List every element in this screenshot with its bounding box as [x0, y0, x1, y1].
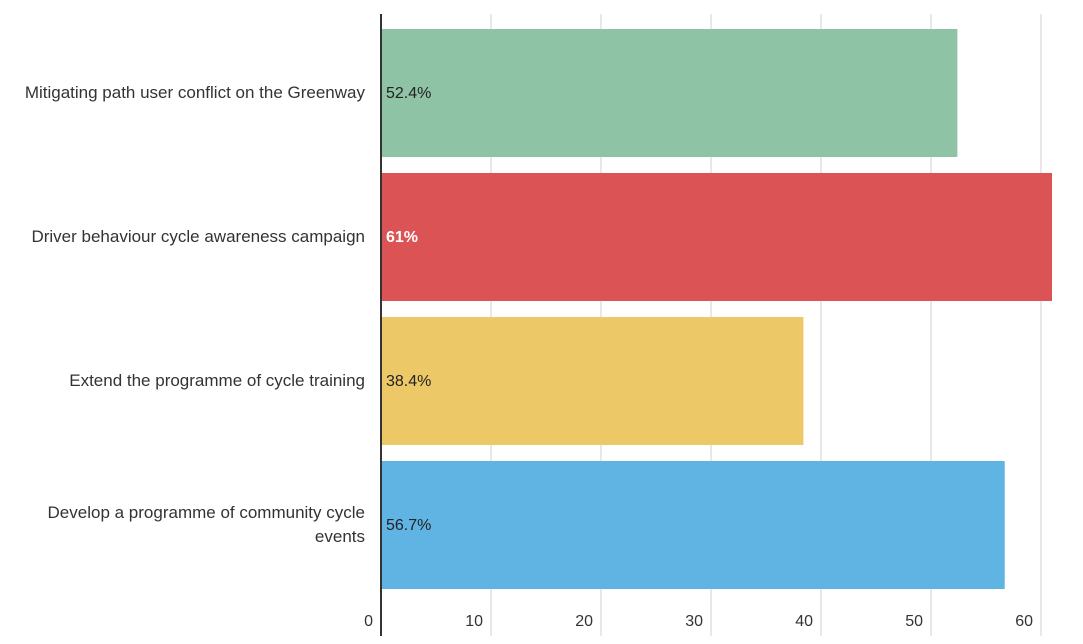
x-tick-label: 10	[465, 613, 483, 630]
x-tick-label: 30	[685, 613, 703, 630]
bar	[381, 173, 1052, 301]
x-tick-label: 40	[795, 613, 813, 630]
value-label: 38.4%	[386, 373, 431, 390]
value-label: 61%	[386, 229, 418, 246]
y-tick-label: Mitigating path user conflict on the Gre…	[24, 83, 365, 102]
value-label: 52.4%	[386, 85, 431, 102]
y-tick-label: Develop a programme of community cycle e…	[47, 503, 365, 546]
bar	[381, 29, 958, 157]
bar	[381, 461, 1005, 589]
x-tick-label: 60	[1015, 613, 1033, 630]
x-tick-label: 20	[575, 613, 593, 630]
x-tick-label: 0	[364, 613, 373, 630]
value-label: 56.7%	[386, 517, 431, 534]
y-tick-label: Driver behaviour cycle awareness campaig…	[31, 227, 365, 246]
x-tick-label: 50	[905, 613, 923, 630]
y-tick-label: Extend the programme of cycle training	[69, 371, 365, 390]
bar	[381, 317, 804, 445]
